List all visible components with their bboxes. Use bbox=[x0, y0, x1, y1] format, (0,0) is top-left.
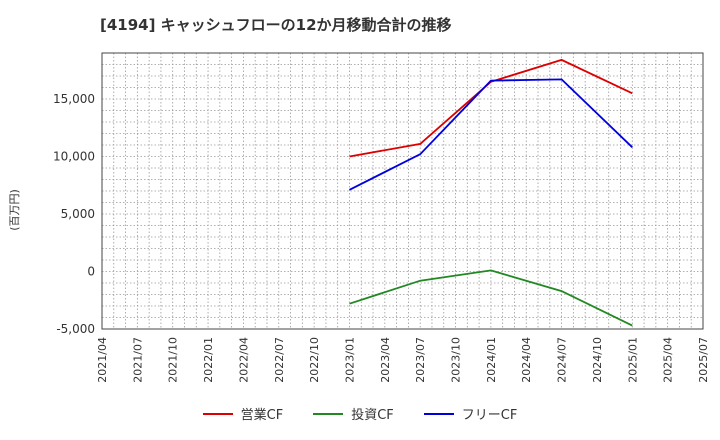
x-tick-label: 2022/07 bbox=[273, 337, 286, 383]
x-tick-label: 2025/04 bbox=[662, 337, 675, 383]
x-tick-label: 2023/10 bbox=[450, 337, 463, 383]
x-tick-label: 2023/01 bbox=[343, 337, 356, 383]
x-tick-label: 2023/07 bbox=[414, 337, 427, 383]
x-tick-label: 2024/07 bbox=[556, 337, 569, 383]
y-tick-label: 0 bbox=[87, 265, 95, 279]
x-tick-label: 2024/04 bbox=[520, 337, 533, 383]
x-tick-label: 2022/04 bbox=[237, 337, 250, 383]
legend-label-free-cf: フリーCF bbox=[461, 408, 518, 423]
y-tick-label: -5,000 bbox=[56, 322, 95, 336]
x-tick-label: 2024/01 bbox=[485, 337, 498, 383]
series-line-1 bbox=[349, 269, 633, 327]
legend-item-investing-cf: 投資CF bbox=[313, 404, 394, 423]
x-tick-label: 2025/01 bbox=[626, 337, 639, 383]
chart-legend: 営業CF 投資CF フリーCF bbox=[0, 404, 720, 423]
legend-swatch-investing-cf bbox=[313, 412, 344, 415]
x-tick-label: 2024/10 bbox=[591, 337, 604, 383]
plot-area bbox=[102, 53, 703, 329]
y-tick-label: 10,000 bbox=[53, 150, 95, 164]
y-tick-label: 15,000 bbox=[53, 92, 95, 106]
x-tick-label: 2022/10 bbox=[308, 337, 321, 383]
x-tick-label: 2025/07 bbox=[697, 337, 710, 383]
x-tick-label: 2021/04 bbox=[96, 337, 109, 383]
x-tick-label: 2021/07 bbox=[131, 337, 144, 383]
series-line-2 bbox=[349, 78, 633, 191]
legend-swatch-operating-cf bbox=[202, 412, 233, 415]
y-tick-label: 5,000 bbox=[61, 207, 95, 221]
legend-item-free-cf: フリーCF bbox=[423, 404, 518, 423]
line-chart: -5,000 0 5,000 10,000 15,000 2021/04 2021/07 20… bbox=[53, 52, 710, 383]
plot-frame bbox=[101, 52, 704, 330]
x-tick-label: 2023/04 bbox=[379, 337, 392, 383]
legend-label-investing-cf: 投資CF bbox=[351, 408, 394, 423]
legend-label-operating-cf: 営業CF bbox=[240, 408, 284, 423]
x-tick-label: 2021/10 bbox=[167, 337, 180, 383]
chart-title: [4194] キャッシュフローの12か月移動合計の推移 bbox=[100, 16, 452, 34]
legend-swatch-free-cf bbox=[423, 412, 454, 415]
legend-item-operating-cf: 営業CF bbox=[202, 404, 284, 423]
x-tick-label: 2022/01 bbox=[202, 337, 215, 383]
